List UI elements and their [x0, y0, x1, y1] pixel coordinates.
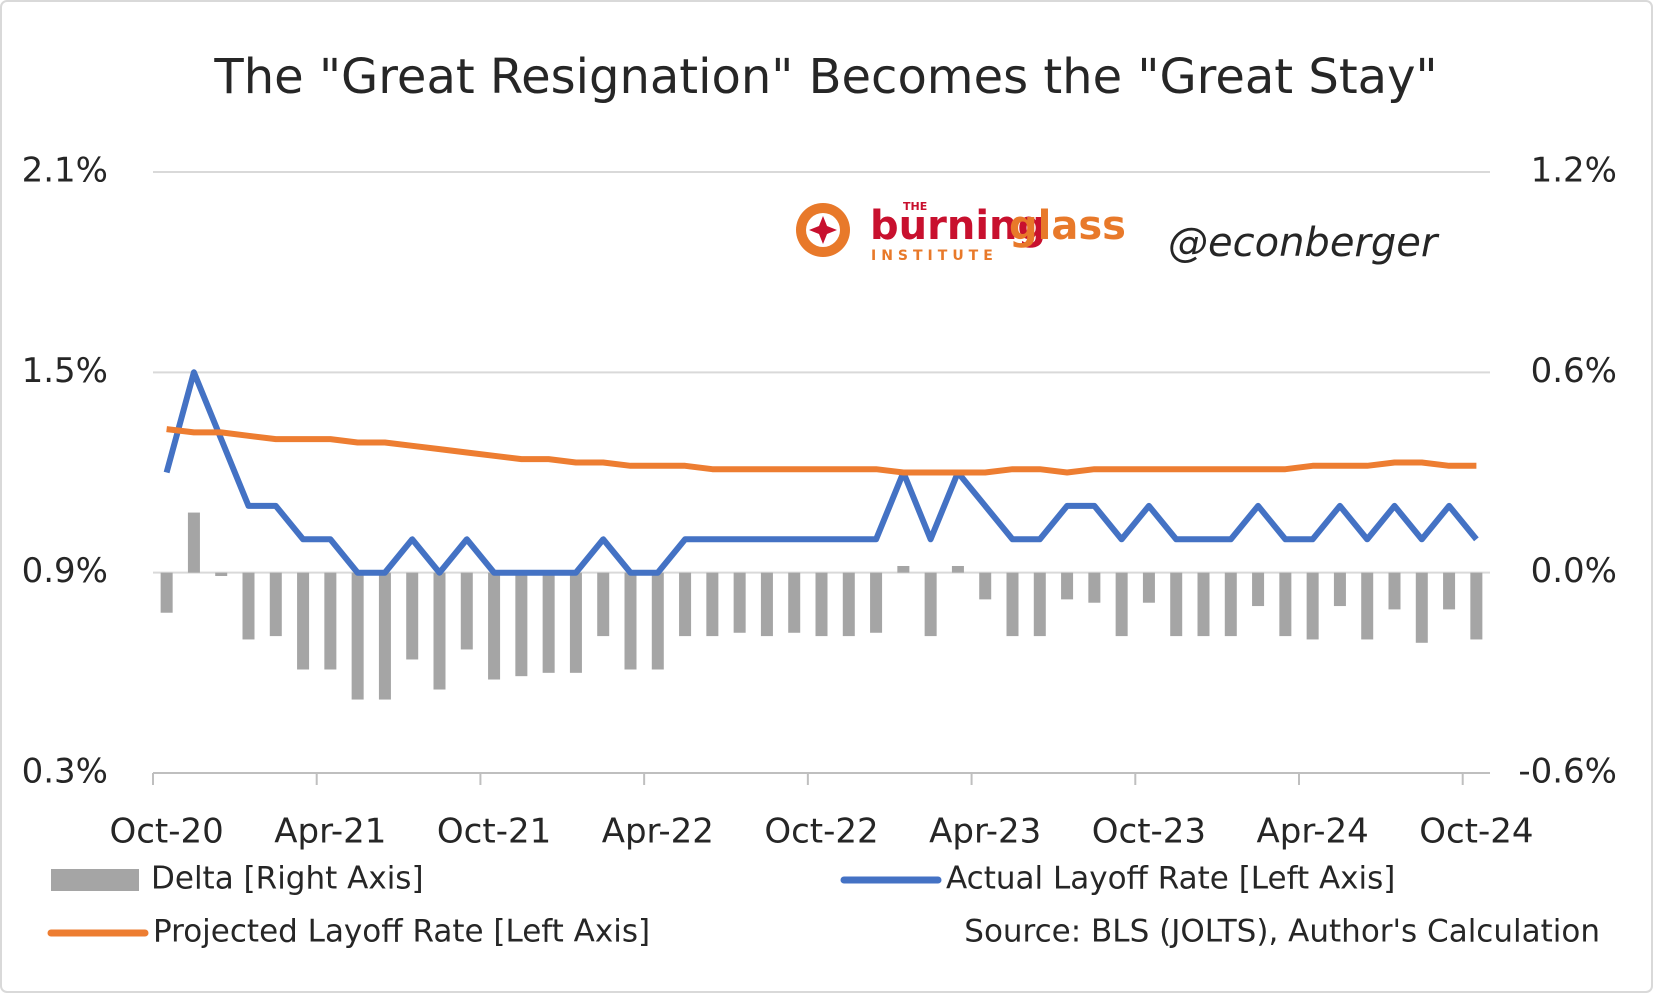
- bar: [1033, 572, 1046, 637]
- bar: [242, 572, 255, 640]
- bar: [1006, 572, 1019, 637]
- bar: [1415, 572, 1428, 643]
- logo-sub: INSTITUTE: [871, 248, 998, 264]
- bar: [788, 572, 801, 633]
- bar: [433, 572, 446, 690]
- logo-small: THE: [903, 200, 927, 213]
- x-tick-label: Oct-22: [764, 812, 878, 852]
- bar: [1333, 572, 1346, 607]
- bar: [733, 572, 746, 633]
- bar: [651, 572, 664, 670]
- bar: [760, 572, 773, 637]
- bar: [187, 512, 200, 573]
- bar: [1443, 572, 1456, 610]
- bar: [1197, 572, 1210, 637]
- legend-label: Actual Layoff Rate [Left Axis]: [946, 861, 1395, 897]
- bar: [542, 572, 555, 673]
- x-tick-label: Oct-21: [437, 812, 551, 852]
- bar: [1388, 572, 1401, 610]
- bar: [624, 572, 637, 670]
- bar: [351, 572, 364, 700]
- bar: [1470, 572, 1483, 640]
- bar: [1224, 572, 1237, 637]
- bar: [269, 572, 282, 637]
- bar: [842, 572, 855, 637]
- x-tick-label: Oct-23: [1092, 812, 1206, 852]
- bar: [1279, 572, 1292, 637]
- bar: [979, 572, 992, 600]
- legend-swatch: [51, 869, 139, 891]
- bar: [897, 565, 910, 573]
- bar: [870, 572, 883, 633]
- x-tick-label: Apr-21: [274, 812, 386, 852]
- y2-tick-label: -0.6%: [1518, 752, 1617, 792]
- bar: [297, 572, 310, 670]
- bar: [378, 572, 391, 700]
- x-tick-label: Oct-20: [109, 812, 223, 852]
- y2-tick-label: 0.0%: [1531, 551, 1617, 591]
- bar: [488, 572, 501, 680]
- bar: [1061, 572, 1074, 600]
- y-tick-label: 1.5%: [22, 351, 108, 391]
- y2-tick-label: 0.6%: [1531, 351, 1617, 391]
- handle: @econberger: [1168, 220, 1440, 266]
- logo-name-b: glass: [1009, 203, 1126, 249]
- bar: [1306, 572, 1319, 640]
- bar: [406, 572, 419, 660]
- bar: [951, 565, 964, 573]
- legend-label: Delta [Right Axis]: [151, 861, 424, 897]
- bar: [460, 572, 473, 650]
- bar: [815, 572, 828, 637]
- source: Source: BLS (JOLTS), Author's Calculatio…: [964, 914, 1600, 950]
- y2-tick-label: 1.2%: [1531, 151, 1617, 191]
- logo-icon: [796, 203, 850, 257]
- bar: [1170, 572, 1183, 637]
- bar: [160, 572, 173, 613]
- y-tick-label: 0.3%: [22, 752, 108, 792]
- bar: [1252, 572, 1265, 607]
- bar: [1088, 572, 1101, 603]
- bar: [215, 572, 228, 577]
- legend-label: Projected Layoff Rate [Left Axis]: [153, 914, 650, 950]
- x-tick-label: Oct-24: [1419, 812, 1533, 852]
- logo-name-a: burning: [870, 203, 1046, 249]
- chart-title: The "Great Resignation" Becomes the "Gre…: [213, 49, 1437, 105]
- bar: [924, 572, 937, 637]
- line-series: [166, 426, 1477, 476]
- bar: [706, 572, 719, 637]
- bar: [515, 572, 528, 677]
- bar: [1361, 572, 1374, 640]
- x-tick-label: Apr-23: [929, 812, 1041, 852]
- bar: [597, 572, 610, 637]
- bar: [1142, 572, 1155, 603]
- bar: [1115, 572, 1128, 637]
- x-tick-label: Apr-24: [1257, 812, 1369, 852]
- bar: [324, 572, 337, 670]
- y-tick-label: 0.9%: [22, 551, 108, 591]
- bar: [569, 572, 582, 673]
- bar: [679, 572, 692, 637]
- y-tick-label: 2.1%: [22, 151, 108, 191]
- x-tick-label: Apr-22: [602, 812, 714, 852]
- line-series: [163, 369, 1479, 576]
